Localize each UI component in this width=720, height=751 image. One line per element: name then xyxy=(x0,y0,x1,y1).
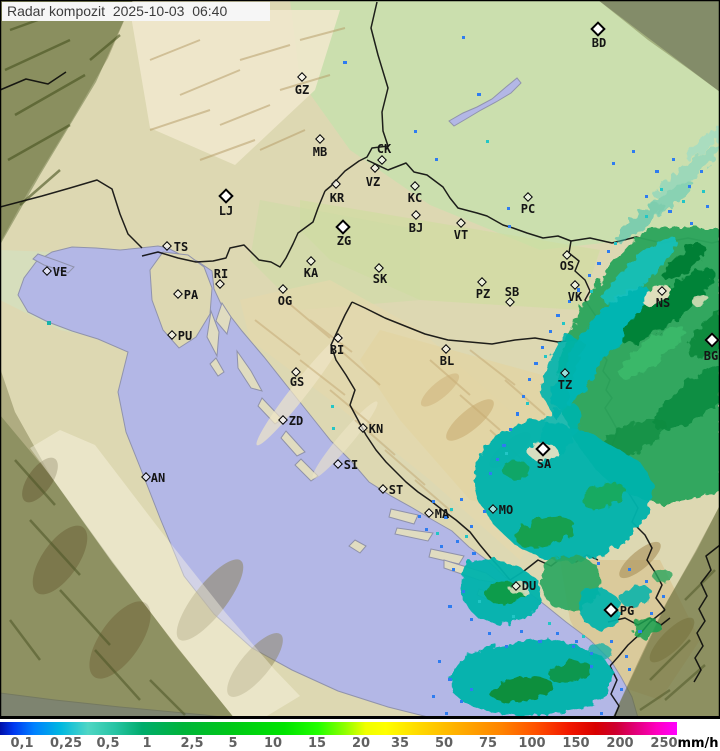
legend-tick: 2,5 xyxy=(180,736,204,751)
map-bottom-border xyxy=(0,716,720,719)
radar-map-image xyxy=(0,0,720,719)
legend-tick: 35 xyxy=(390,736,410,751)
legend-tick: 10 xyxy=(263,736,283,751)
legend-tick: 5 xyxy=(228,736,238,751)
legend-tick: 20 xyxy=(351,736,371,751)
precipitation-speckles xyxy=(47,36,709,715)
map-title: Radar kompozit 2025-10-03 06:40 xyxy=(2,2,270,21)
legend-tick: 150 xyxy=(562,736,590,751)
legend-tick: 200 xyxy=(606,736,634,751)
legend: 0,1 0,25 0,5 1 2,5 5 10 15 20 35 50 75 100 150 200 250 m… xyxy=(0,719,720,751)
legend-tick: 1 xyxy=(142,736,152,751)
radar-map: BD GZ MB CK VZ KR KC LJ PC BJ VT ZG TS OS KA SK VE RI PZ VK… xyxy=(0,0,720,719)
legend-tick: 0,1 xyxy=(10,736,34,751)
lake-balaton xyxy=(448,77,522,127)
legend-tick: 75 xyxy=(478,736,498,751)
venice-lagoon xyxy=(32,253,75,274)
legend-tick: 0,5 xyxy=(96,736,120,751)
legend-tick: 15 xyxy=(307,736,327,751)
istria-peninsula xyxy=(149,251,213,349)
legend-tick: 250 xyxy=(650,736,678,751)
legend-tick: 100 xyxy=(518,736,546,751)
legend-colorbar xyxy=(0,722,677,735)
legend-tick: 50 xyxy=(434,736,454,751)
radar-range-overlay xyxy=(0,0,720,719)
legend-unit: mm/h xyxy=(677,736,719,751)
legend-tick: 0,25 xyxy=(49,736,83,751)
